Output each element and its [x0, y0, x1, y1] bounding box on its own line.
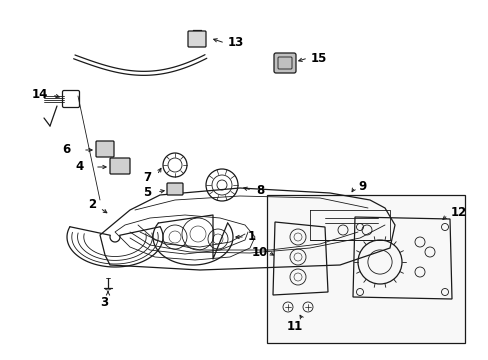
Text: 1: 1: [247, 230, 256, 243]
FancyBboxPatch shape: [273, 53, 295, 73]
FancyBboxPatch shape: [167, 183, 183, 195]
Text: 13: 13: [227, 36, 244, 49]
FancyBboxPatch shape: [96, 141, 114, 157]
Text: 12: 12: [450, 207, 467, 220]
Text: 5: 5: [142, 186, 151, 199]
Text: 15: 15: [310, 51, 326, 64]
FancyBboxPatch shape: [187, 31, 205, 47]
Text: 3: 3: [100, 297, 108, 310]
Text: 9: 9: [357, 180, 366, 193]
Text: 11: 11: [286, 320, 303, 333]
Bar: [266, 195, 464, 343]
Text: 6: 6: [62, 144, 70, 157]
Text: 10: 10: [251, 246, 268, 258]
Text: 14: 14: [32, 89, 48, 102]
Text: 4: 4: [75, 161, 83, 174]
Text: 2: 2: [88, 198, 96, 211]
FancyBboxPatch shape: [110, 158, 130, 174]
Text: 7: 7: [142, 171, 151, 184]
Text: 8: 8: [256, 184, 264, 198]
